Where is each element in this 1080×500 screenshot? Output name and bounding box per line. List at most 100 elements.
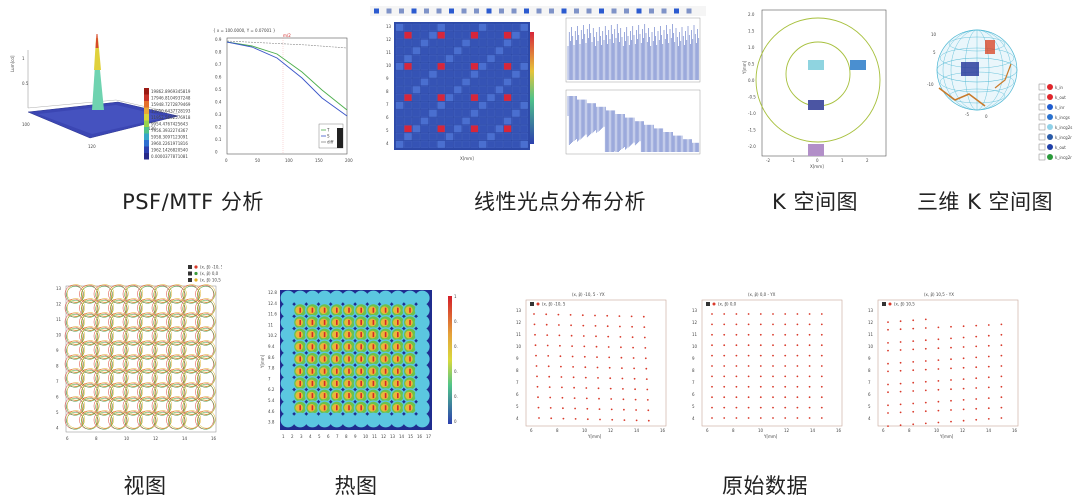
toolbar-icon[interactable] — [549, 8, 554, 14]
heat-cell-outer — [317, 412, 332, 428]
raw-point — [887, 412, 889, 414]
toolbar-icon[interactable] — [399, 8, 404, 14]
raw-point — [1000, 365, 1003, 367]
raw-point — [723, 385, 726, 388]
toolbar-icon[interactable] — [586, 8, 592, 14]
toolbar-icon[interactable] — [436, 8, 442, 14]
raw-point — [711, 313, 713, 315]
toolbar-icon[interactable] — [474, 8, 479, 14]
view-legend-box[interactable] — [188, 271, 192, 276]
toolbar-icon[interactable] — [561, 8, 567, 14]
kspace3d-legend-box[interactable] — [1038, 143, 1046, 151]
kspace-3d-plot[interactable]: 10 -10 5 -5 0 k_in k_out k_inr k_incgs k_inc… — [925, 14, 1075, 170]
kspace3d-legend-swatch — [1047, 134, 1053, 140]
linear-grid-cell — [453, 109, 462, 117]
toolbar-icon[interactable] — [449, 8, 454, 14]
heat-colorbar-tick: 0.4 — [454, 369, 458, 374]
heat-cell-core — [380, 391, 389, 400]
linear-grid-cell — [429, 62, 437, 70]
raw-point — [912, 423, 915, 426]
heat-cell-peak — [397, 356, 399, 362]
psf-3d-plot[interactable]: Lum[cd] 100 120 120 1 0.5 19862.89693458… — [8, 30, 204, 165]
kspace3d-legend-box[interactable] — [1038, 83, 1046, 91]
kspace3d-legend-box[interactable] — [1038, 103, 1046, 111]
linear-grid-cell — [495, 23, 504, 31]
heat-cell-peak — [299, 368, 301, 374]
linear-grid-cell — [429, 23, 437, 31]
kspace3d-legend-label: k_out — [1055, 95, 1066, 100]
raw-panel-2[interactable]: (x, β) 0,0 - YX (x, β) 0,0 13 12 11 10 9 8 7 6 5 4 6… — [688, 290, 848, 440]
heat-cell-peak — [397, 332, 399, 338]
toolbar-icon[interactable] — [486, 8, 492, 14]
toolbar-icon[interactable] — [649, 8, 654, 14]
linear-grid-cell — [412, 140, 421, 148]
toolbar-icon[interactable] — [686, 8, 692, 14]
psf-colorbar-label: 1962.1426820540 — [151, 148, 188, 153]
view-legend-box[interactable] — [188, 278, 192, 282]
toolbar-icon[interactable] — [661, 8, 667, 14]
linear-grid-cell — [395, 140, 404, 148]
heat-cell-core — [356, 367, 364, 375]
heat-cell-peak — [323, 307, 326, 313]
toolbar-icon[interactable] — [611, 8, 617, 14]
linear-grid-cell — [420, 101, 429, 109]
toolbar-icon[interactable] — [624, 8, 629, 14]
linear-grid-cell — [512, 117, 520, 125]
toolbar-icon[interactable] — [636, 8, 642, 14]
toolbar-icon[interactable] — [511, 8, 517, 14]
kspace3d-legend-box[interactable] — [1038, 133, 1046, 141]
toolbar-icon[interactable] — [599, 8, 604, 14]
raw-panel-1[interactable]: (x, β) -10, 5 - YX (x, β) -10, 5 13 12 11 10 9… — [512, 290, 672, 440]
linear-grid-cell — [437, 140, 446, 148]
linear-grid-cell — [495, 31, 504, 39]
view-plot[interactable]: (x, β) -10, 5 (x, β) 0,0 (x, β) 10,5 13 12 1… — [52, 262, 222, 444]
heat-colorbar-tick: 0.6 — [454, 344, 458, 349]
toolbar-icon[interactable] — [499, 8, 504, 14]
toolbar-icon[interactable] — [574, 8, 579, 14]
toolbar-icon[interactable] — [461, 8, 467, 14]
raw-point — [820, 385, 823, 388]
linear-grid-cell — [395, 70, 404, 78]
heat-cell-peak — [372, 332, 375, 338]
toolbar-icon[interactable] — [374, 8, 379, 14]
raw-y-tick: 8 — [868, 368, 871, 373]
toolbar-icon[interactable] — [674, 8, 679, 14]
kspace3d-legend-box[interactable] — [1038, 123, 1046, 131]
heat-cell-core — [380, 367, 389, 375]
raw-legend-box[interactable] — [882, 302, 886, 306]
raw-y-tick: 11 — [692, 332, 698, 337]
toolbar-icon[interactable] — [524, 8, 529, 14]
raw-legend-box[interactable] — [530, 302, 534, 306]
mtf-y-tick: 0.7 — [215, 62, 222, 67]
view-legend-box[interactable] — [188, 265, 192, 269]
linear-grid-cell — [437, 101, 446, 109]
toolbar-icon[interactable] — [536, 8, 542, 14]
linear-grid-cell — [487, 78, 495, 86]
raw-legend-box[interactable] — [706, 302, 710, 306]
raw-panel-3[interactable]: (x, β) 10,5 - YX (x, β) 10,5 13 12 11 10 9 8 7 6 5… — [864, 290, 1024, 440]
toolbar-icon[interactable] — [424, 8, 429, 14]
raw-point — [622, 388, 624, 390]
kspace-plot[interactable]: 2.0 1.5 1.0 0.5 0.0 -0.5 -1.0 -1.5 -2.0 -2 -1 0 1 2 X… — [740, 4, 890, 170]
view-circle — [139, 284, 158, 303]
view-circle — [153, 356, 171, 374]
raw-point — [808, 354, 811, 357]
linear-analysis-panel[interactable]: 13 12 11 10 9 8 7 6 5 4 X[mm] — [370, 6, 706, 164]
heat-cell-core — [307, 391, 316, 400]
view-circle — [95, 326, 115, 345]
toolbar-icon[interactable] — [411, 8, 417, 14]
view-circle — [153, 354, 173, 373]
linear-grid-cell — [478, 31, 487, 39]
kspace-y-tick: -1.5 — [748, 128, 756, 133]
raw-point — [950, 346, 952, 349]
heatmap-plot[interactable]: 12.8 12.4 11.6 11 10.2 9.4 8.6 7.8 7 6.2 5.4 4.6 3.8… — [258, 286, 458, 446]
view-circle — [182, 342, 200, 360]
linear-grid-cell — [520, 31, 529, 39]
raw-point — [1000, 333, 1003, 336]
toolbar-icon[interactable] — [386, 8, 392, 14]
kspace3d-legend-box[interactable] — [1038, 153, 1046, 161]
kspace3d-legend-box[interactable] — [1038, 113, 1046, 121]
linear-grid-cell — [512, 47, 520, 55]
kspace3d-legend-box[interactable] — [1038, 93, 1046, 101]
